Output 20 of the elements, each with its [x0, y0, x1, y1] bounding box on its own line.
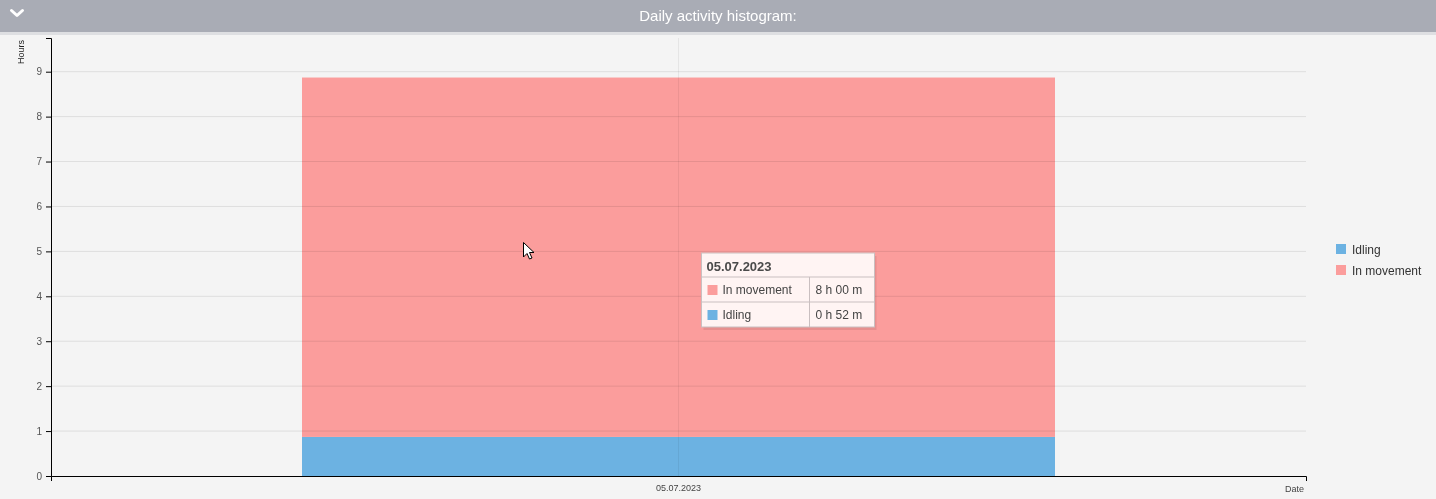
y-tick-label: 2 [36, 380, 43, 392]
y-tick-label: 7 [36, 156, 43, 168]
chart-title: Daily activity histogram: [639, 7, 797, 24]
y-tick-label: 4 [36, 291, 43, 303]
annotation: 8 h 00 m [815, 283, 863, 297]
text: In movement [1352, 264, 1422, 278]
category-label: 05.07.2023 [706, 259, 772, 274]
y-tick-label: 8 [36, 111, 43, 123]
y-tick-label: 5 [36, 246, 43, 258]
y-tick-label: 6 [36, 201, 43, 213]
legend-label: In movement [722, 283, 793, 297]
y-tick-label: 3 [36, 335, 43, 347]
legend-label: Idling [722, 308, 752, 322]
y-axis-title: Hours [16, 39, 26, 65]
x-axis-title: Date [1284, 484, 1304, 494]
y-tick-label: 9 [36, 66, 43, 78]
y-tick-label: 0 [36, 470, 43, 482]
y-tick-label: 1 [36, 425, 43, 437]
text: Idling [1352, 243, 1381, 257]
annotation: 0 h 52 m [815, 308, 863, 322]
